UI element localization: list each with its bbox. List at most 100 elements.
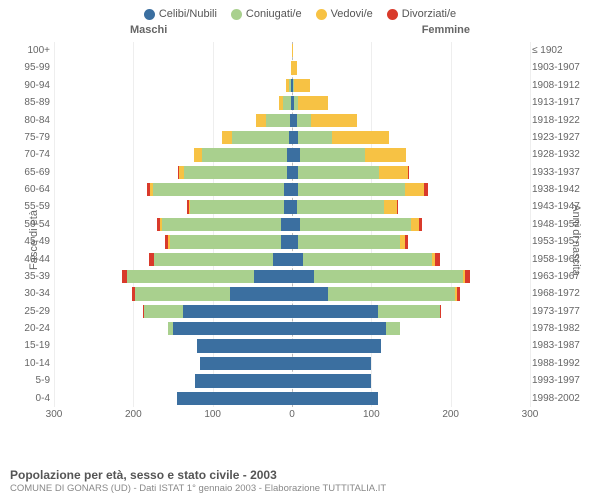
age-label: 60-64 <box>20 181 50 198</box>
female-bar <box>292 253 440 266</box>
birth-year-label: 1908-1912 <box>532 77 586 94</box>
female-bar <box>292 183 428 196</box>
bar-segment <box>195 374 292 387</box>
birth-year-label: 1968-1972 <box>532 285 586 302</box>
pyramid-row <box>54 251 530 268</box>
bar-segment <box>300 148 365 161</box>
pyramid-row <box>54 233 530 250</box>
chart-title: Popolazione per età, sesso e stato civil… <box>10 468 386 482</box>
birth-year-label: 1918-1922 <box>532 112 586 129</box>
bar-segment <box>292 287 328 300</box>
bar-segment <box>298 235 400 248</box>
bar-segment <box>303 253 432 266</box>
age-label: 70-74 <box>20 146 50 163</box>
legend-item: Vedovi/e <box>316 8 373 20</box>
legend-item: Coniugati/e <box>231 8 302 20</box>
pyramid-row <box>54 285 530 302</box>
chart-area: Fasce di età Anni di nascita 30020010001… <box>0 42 600 437</box>
bar-segment <box>386 322 400 335</box>
female-bar <box>292 339 381 352</box>
bar-segment <box>281 218 292 231</box>
bar-segment <box>408 166 410 179</box>
x-tick-label: 200 <box>442 409 459 420</box>
female-bar <box>292 287 460 300</box>
bar-segment <box>297 200 384 213</box>
female-bar <box>292 44 293 57</box>
birth-year-label: 1928-1932 <box>532 146 586 163</box>
age-label: 100+ <box>20 42 50 59</box>
age-label: 15-19 <box>20 337 50 354</box>
male-bar <box>194 148 292 161</box>
bar-segment <box>419 218 422 231</box>
pyramid-row <box>54 112 530 129</box>
bar-segment <box>153 183 284 196</box>
bar-segment <box>292 339 381 352</box>
bar-segment <box>127 270 254 283</box>
male-bar <box>178 166 292 179</box>
age-label: 80-84 <box>20 112 50 129</box>
age-label: 0-4 <box>20 390 50 407</box>
plot-region <box>54 42 530 407</box>
bar-segment <box>311 114 357 127</box>
birth-year-label: 1988-1992 <box>532 355 586 372</box>
male-bar <box>177 392 292 405</box>
bar-segment <box>173 322 292 335</box>
age-label: 5-9 <box>20 372 50 389</box>
age-label: 90-94 <box>20 77 50 94</box>
pyramid-row <box>54 59 530 76</box>
female-bar <box>292 96 328 109</box>
birth-year-label: 1903-1907 <box>532 59 586 76</box>
bar-segment <box>292 61 297 74</box>
bar-segment <box>184 166 287 179</box>
female-bar <box>292 357 371 370</box>
male-bar <box>222 131 292 144</box>
bar-segment <box>292 305 378 318</box>
female-bar <box>292 218 422 231</box>
age-label: 55-59 <box>20 198 50 215</box>
bar-segment <box>200 357 292 370</box>
bar-segment <box>424 183 427 196</box>
male-bar <box>157 218 292 231</box>
legend-item: Celibi/Nubili <box>144 8 217 20</box>
bar-segment <box>300 218 411 231</box>
x-axis: 3002001000100200300 <box>54 409 530 427</box>
bar-segment <box>283 96 291 109</box>
birth-year-label: 1993-1997 <box>532 372 586 389</box>
legend-label: Celibi/Nubili <box>159 8 217 20</box>
pyramid-row <box>54 337 530 354</box>
male-header: Maschi <box>130 24 167 36</box>
bar-segment <box>411 218 419 231</box>
bar-segment <box>222 131 232 144</box>
male-bar <box>149 253 292 266</box>
female-bar <box>292 148 406 161</box>
bar-segment <box>294 79 310 92</box>
pyramid-row <box>54 198 530 215</box>
female-bar <box>292 392 378 405</box>
pyramid-row <box>54 129 530 146</box>
legend-label: Divorziati/e <box>402 8 456 20</box>
x-tick-label: 300 <box>46 409 63 420</box>
bar-segment <box>378 305 440 318</box>
male-bar <box>143 305 292 318</box>
bar-segment <box>170 235 281 248</box>
bar-segment <box>177 392 292 405</box>
bar-segment <box>162 218 281 231</box>
bar-segment <box>298 131 331 144</box>
age-label: 25-29 <box>20 303 50 320</box>
birth-year-label: 1958-1962 <box>532 251 586 268</box>
birth-year-label: 1933-1937 <box>532 164 586 181</box>
age-label: 65-69 <box>20 164 50 181</box>
grid-line <box>530 42 531 407</box>
male-bar <box>279 96 292 109</box>
bar-segment <box>273 253 292 266</box>
male-bar <box>200 357 292 370</box>
female-bar <box>292 270 470 283</box>
birth-year-label: 1948-1952 <box>532 216 586 233</box>
bar-segment <box>266 114 290 127</box>
age-label: 10-14 <box>20 355 50 372</box>
birth-year-label: 1983-1987 <box>532 337 586 354</box>
bar-segment <box>197 339 292 352</box>
x-tick-label: 100 <box>204 409 221 420</box>
female-bar <box>292 322 400 335</box>
bar-segment <box>328 287 455 300</box>
